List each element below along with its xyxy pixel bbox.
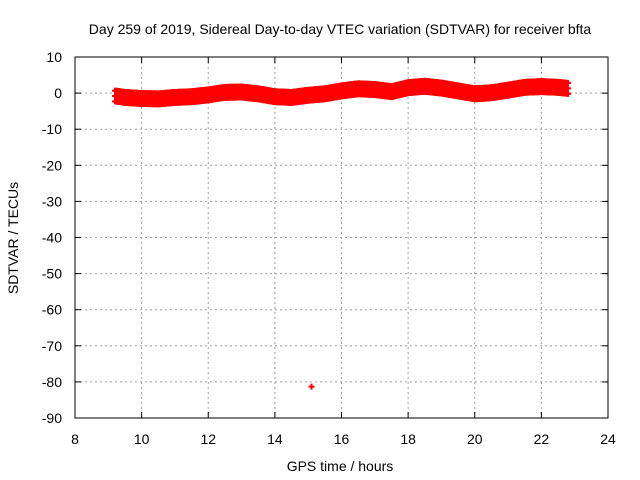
y-tick-label: -70 [42, 338, 62, 354]
y-tick-label: -50 [42, 266, 62, 282]
y-tick-label: -80 [42, 374, 62, 390]
x-tick-label: 8 [71, 431, 79, 447]
x-tick-label: 20 [467, 431, 483, 447]
y-tick-label: -10 [42, 121, 62, 137]
x-axis-ticks: 8 10 12 14 16 18 20 22 24 [71, 57, 616, 447]
y-tick-label: 0 [54, 85, 62, 101]
y-tick-label: -40 [42, 230, 62, 246]
chart-title: Day 259 of 2019, Sidereal Day-to-day VTE… [89, 21, 592, 37]
y-tick-label: -30 [42, 193, 62, 209]
outlier-point [308, 383, 315, 390]
x-tick-label: 18 [400, 431, 416, 447]
y-tick-label: -60 [42, 302, 62, 318]
x-axis-label: GPS time / hours [287, 458, 394, 474]
y-tick-label: -90 [42, 410, 62, 426]
data-points [111, 77, 572, 390]
y-tick-label: 10 [46, 49, 62, 65]
x-tick-label: 14 [267, 431, 283, 447]
data-point [565, 79, 572, 86]
y-tick-label: -20 [42, 157, 62, 173]
x-tick-label: 12 [200, 431, 216, 447]
grid [75, 57, 608, 418]
data-point [565, 90, 572, 97]
x-tick-label: 16 [334, 431, 350, 447]
data-point [565, 85, 572, 92]
y-axis-ticks: 10 0 -10 -20 -30 -40 -50 -60 -70 -80 -90 [42, 49, 608, 426]
x-tick-label: 24 [600, 431, 616, 447]
x-tick-label: 10 [134, 431, 150, 447]
y-axis-label: SDTVAR / TECUs [5, 182, 21, 294]
x-tick-label: 22 [534, 431, 550, 447]
